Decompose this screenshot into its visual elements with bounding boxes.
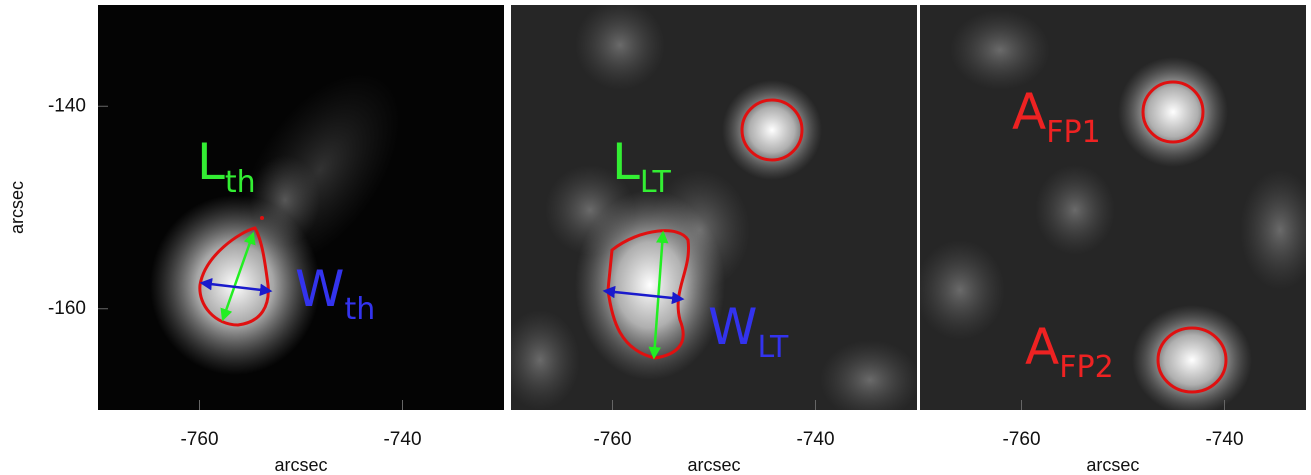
- annotation-sub: th: [344, 292, 375, 327]
- x-tick-label: -760: [593, 429, 631, 450]
- annotation-sub: FP1: [1046, 115, 1100, 150]
- annotation-sub: LT: [640, 165, 672, 200]
- x-tick-label: -760: [1002, 429, 1040, 450]
- annotation-sub: th: [225, 165, 256, 200]
- x-axis-label: arcsec: [687, 455, 740, 475]
- x-tick-label: -740: [796, 429, 834, 450]
- x-axis-label: arcsec: [274, 455, 327, 475]
- annotation: A: [1025, 318, 1059, 376]
- x-tick-label: -740: [383, 429, 421, 450]
- panel-image: AFP1 AFP2: [915, 5, 1311, 415]
- x-tick-label: -760: [180, 429, 218, 450]
- annotation: W: [708, 298, 757, 356]
- annotation-sub: FP2: [1059, 350, 1113, 385]
- annotation: W: [295, 260, 344, 318]
- y-axis-label: arcsec: [7, 181, 27, 234]
- panel-image: LLT WLT: [500, 0, 920, 420]
- figure: Lth Wth LLT WLT AFP1 AFP2 -760-740-140-1…: [0, 0, 1311, 475]
- x-axis-label: arcsec: [1086, 455, 1139, 475]
- x-tick-label: -740: [1205, 429, 1243, 450]
- annotation: A: [1012, 83, 1046, 141]
- panel-image: Lth Wth: [98, 5, 504, 410]
- annotation-sub: LT: [757, 330, 789, 365]
- y-tick-label: -160: [48, 298, 86, 319]
- y-tick-label: -140: [48, 95, 86, 116]
- annotation: L: [197, 133, 225, 191]
- annotation: L: [612, 133, 640, 191]
